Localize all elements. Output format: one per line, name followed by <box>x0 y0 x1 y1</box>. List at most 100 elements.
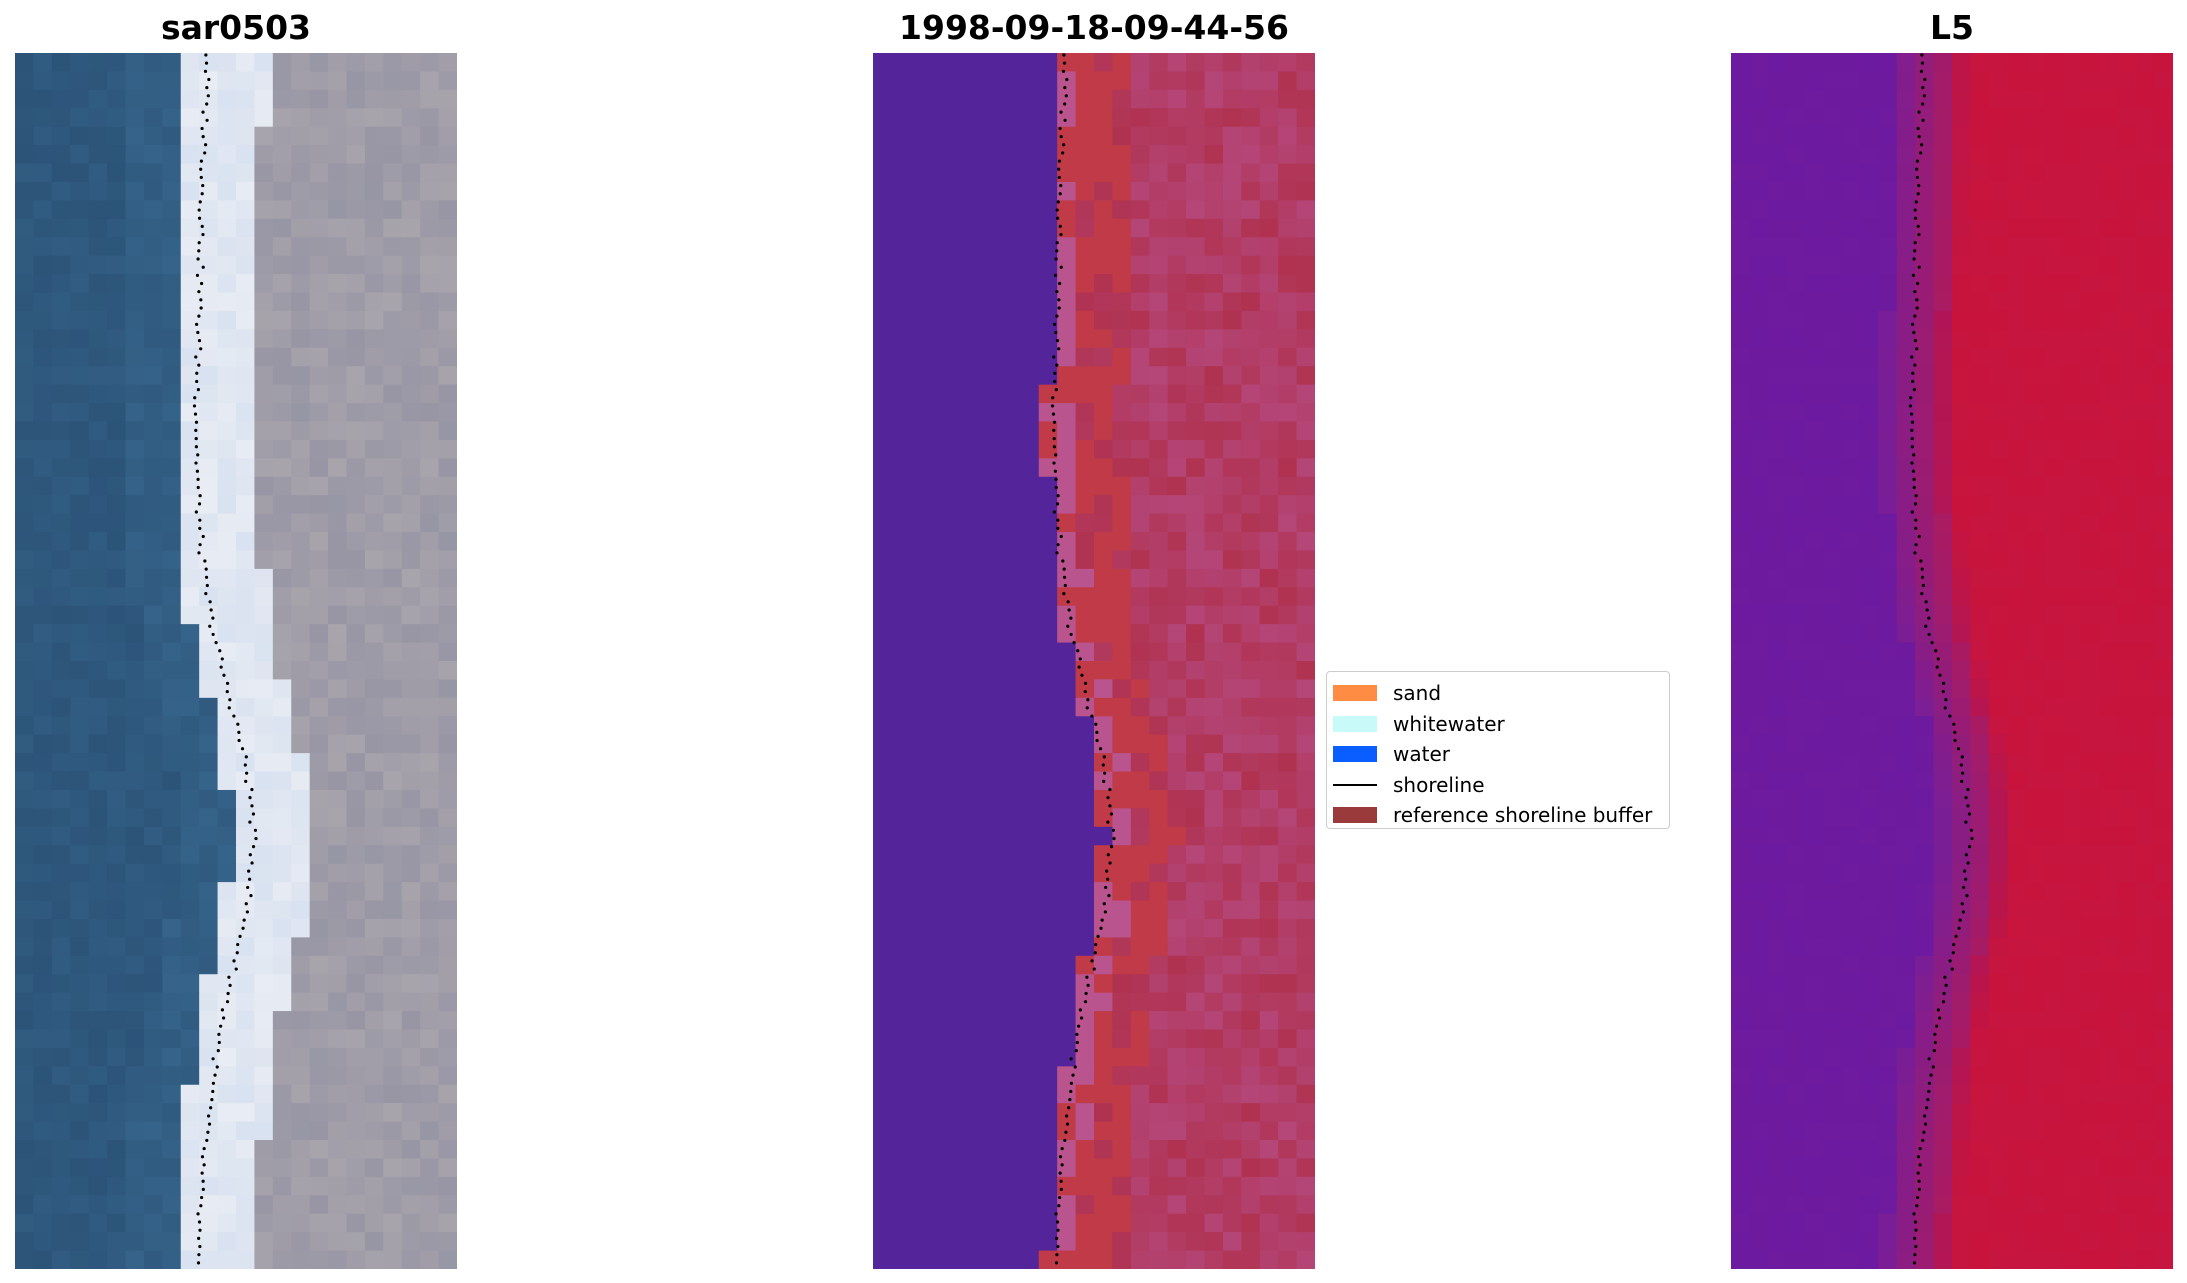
class-pixel <box>1112 1232 1132 1252</box>
index-pixel <box>2154 550 2173 570</box>
rgb-pixel <box>328 126 348 146</box>
class-pixel <box>1241 1029 1261 1049</box>
index-pixel <box>2136 661 2156 681</box>
class-pixel <box>891 808 911 828</box>
class-pixel <box>1259 237 1279 257</box>
class-pixel <box>928 384 948 404</box>
rgb-pixel <box>15 200 35 220</box>
class-pixel <box>1278 495 1298 515</box>
class-pixel <box>1112 568 1132 588</box>
rgb-pixel <box>125 255 145 275</box>
rgb-pixel <box>328 532 348 552</box>
rgb-pixel <box>346 366 366 386</box>
rgb-pixel <box>15 1011 35 1031</box>
rgb-pixel <box>272 1066 292 1086</box>
class-pixel <box>1296 550 1315 570</box>
class-pixel <box>1222 661 1242 681</box>
index-pixel <box>1896 89 1916 109</box>
index-pixel <box>1952 974 1972 994</box>
index-pixel <box>2136 89 2156 109</box>
index-pixel <box>1952 89 1972 109</box>
rgb-pixel <box>328 1047 348 1067</box>
index-pixel <box>1731 697 1751 717</box>
rgb-pixel <box>51 292 71 312</box>
rgb-pixel <box>328 789 348 809</box>
class-pixel <box>1186 716 1206 736</box>
rgb-pixel <box>199 532 219 552</box>
class-pixel <box>1186 495 1206 515</box>
index-pixel <box>1933 1103 1953 1123</box>
rgb-pixel <box>309 439 329 459</box>
rgb-pixel <box>15 1176 35 1196</box>
rgb-pixel <box>401 126 421 146</box>
index-pixel <box>2080 1084 2100 1104</box>
rgb-pixel <box>401 1029 421 1049</box>
rgb-pixel <box>309 679 329 699</box>
class-pixel <box>1278 697 1298 717</box>
rgb-pixel <box>143 918 163 938</box>
rgb-pixel <box>180 1084 200 1104</box>
rgb-pixel <box>401 384 421 404</box>
index-pixel <box>2025 1140 2045 1160</box>
index-pixel <box>1786 642 1806 662</box>
shoreline-point <box>204 61 209 65</box>
class-pixel <box>1038 237 1058 257</box>
rgb-pixel <box>438 1195 457 1215</box>
class-pixel <box>1094 476 1114 496</box>
class-pixel <box>946 310 966 330</box>
index-pixel <box>2080 366 2100 386</box>
class-pixel <box>1075 587 1095 607</box>
shoreline-point <box>1055 339 1060 343</box>
class-pixel <box>891 218 911 238</box>
index-pixel <box>1804 274 1824 294</box>
index-pixel <box>1767 421 1787 441</box>
index-pixel <box>1841 292 1861 312</box>
rgb-pixel <box>383 900 403 920</box>
index-pixel <box>2062 218 2082 238</box>
class-pixel <box>983 89 1003 109</box>
rgb-pixel <box>143 237 163 257</box>
rgb-pixel <box>33 403 53 423</box>
index-pixel <box>1767 1066 1787 1086</box>
class-pixel <box>1038 292 1058 312</box>
class-pixel <box>1075 937 1095 957</box>
index-pixel <box>1749 882 1769 902</box>
class-pixel <box>1296 292 1315 312</box>
class-pixel <box>1186 145 1206 165</box>
index-pixel <box>1841 1140 1861 1160</box>
rgb-pixel <box>272 771 292 791</box>
index-pixel <box>2025 1011 2045 1031</box>
rgb-pixel <box>420 439 440 459</box>
class-pixel <box>1167 532 1187 552</box>
shoreline-point <box>232 959 236 963</box>
rgb-pixel <box>107 568 127 588</box>
class-pixel <box>983 605 1003 625</box>
shoreline-point <box>216 1049 220 1053</box>
class-pixel <box>891 403 911 423</box>
class-pixel <box>1038 71 1058 91</box>
index-pixel <box>1731 1176 1751 1196</box>
class-pixel <box>1130 145 1150 165</box>
class-pixel <box>891 255 911 275</box>
rgb-pixel <box>309 1047 329 1067</box>
rgb-pixel <box>88 992 108 1012</box>
index-pixel <box>1841 218 1861 238</box>
index-pixel <box>1952 71 1972 91</box>
rgb-pixel <box>309 237 329 257</box>
index-pixel <box>2025 918 2045 938</box>
shoreline-point <box>1057 298 1061 302</box>
rgb-pixel <box>15 1029 35 1049</box>
class-pixel <box>1186 1066 1206 1086</box>
rgb-pixel <box>143 679 163 699</box>
index-pixel <box>1767 218 1787 238</box>
class-pixel <box>965 1140 985 1160</box>
rgb-pixel <box>107 734 127 754</box>
class-pixel <box>1038 753 1058 773</box>
index-pixel <box>2136 255 2156 275</box>
index-pixel <box>1841 789 1861 809</box>
class-pixel <box>1020 1029 1040 1049</box>
index-pixel <box>1970 421 1990 441</box>
rgb-pixel <box>420 53 440 73</box>
class-pixel <box>1112 310 1132 330</box>
class-pixel <box>1112 532 1132 552</box>
